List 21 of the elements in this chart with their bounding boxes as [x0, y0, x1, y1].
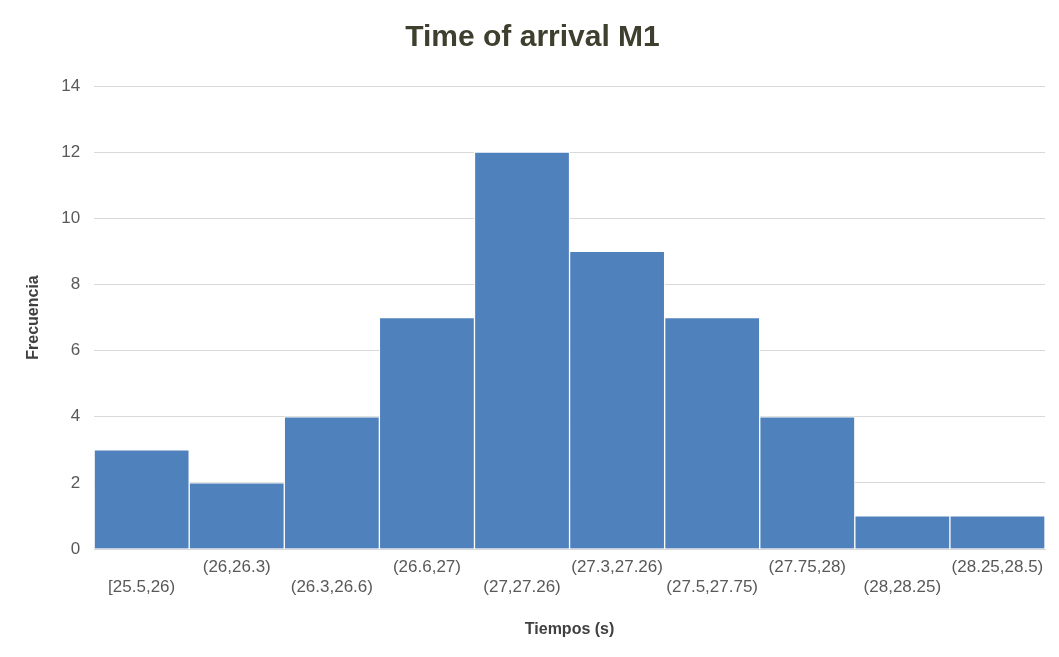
x-tick-label: (27.3,27.26) — [571, 556, 663, 576]
y-tick-label: 14 — [61, 75, 81, 95]
x-tick-label: (27.75,28) — [768, 556, 847, 576]
y-tick-label: 12 — [61, 141, 81, 161]
x-tick-label: (27,27.26) — [483, 577, 561, 597]
x-tick-label: (28,28.25) — [863, 577, 942, 597]
x-tick-label: [25.5,26) — [108, 577, 176, 597]
y-tick-label: 2 — [70, 472, 81, 492]
chart-title: Time of arrival M1 — [405, 19, 660, 53]
y-tick-label: 8 — [70, 274, 81, 294]
y-tick-label: 10 — [61, 207, 81, 227]
x-tick-label: (26.3,26.6) — [290, 577, 373, 597]
x-tick-label: (27.5,27.75) — [666, 577, 759, 597]
x-axis-title: Tiempos (s) — [524, 619, 615, 637]
y-tick-label: 0 — [70, 538, 81, 558]
x-tick-label: (28.25,28.5) — [951, 556, 1044, 576]
x-tick-label: (26.6,27) — [392, 556, 461, 576]
y-tick-label: 6 — [70, 340, 81, 360]
y-tick-label: 4 — [70, 406, 81, 426]
y-axis-title: Frecuencia — [24, 275, 42, 360]
x-tick-label: (26,26.3) — [202, 556, 271, 576]
